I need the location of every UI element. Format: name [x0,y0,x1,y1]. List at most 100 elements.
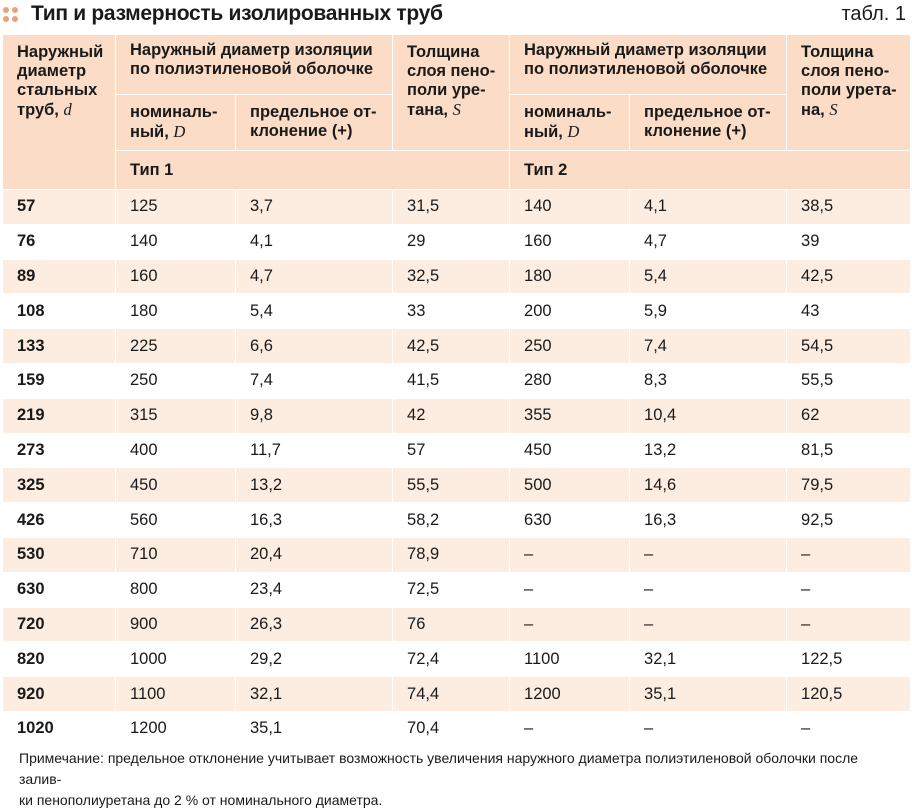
table-cell: 58,2 [392,502,511,538]
table-cell: 800 [115,571,236,608]
table-cell: 13,2 [234,467,394,504]
table-cell: 14,6 [629,467,788,504]
table-cell: – [786,606,912,643]
table-cell: – [509,571,631,608]
table-row: 426 560 16,3 58,2 630 16,3 92,5 [2,502,912,538]
table-cell: 57 [392,432,511,469]
table-cell: 42,5 [392,328,511,364]
table-cell: 900 [115,606,236,643]
table-cell: – [509,606,631,643]
table-cell: 29,2 [234,641,394,678]
pipes-table: Наружный диаметр стальных труб, d Наружн… [2,34,912,747]
table-cell: 23,4 [234,571,394,608]
table-row: 530 710 20,4 78,9– – – [2,536,912,573]
table-cell: 315 [115,397,236,434]
table-cell: 325 [2,467,116,504]
table-cell: 219 [2,397,116,434]
table-row: 720 900 26,3 76– – – [2,606,912,643]
table-cell: 62 [786,397,912,434]
table-cell: 273 [2,432,116,469]
table-cell: 1200 [115,710,236,747]
table-cell: 400 [115,432,236,469]
header-nominal-type1: номиналь- ный, D [115,94,236,151]
table-cell: – [629,536,788,573]
table-number: табл. 1 [841,3,906,25]
table-cell: 32,1 [234,676,394,712]
table-cell: 42 [392,397,511,434]
table-cell: – [629,710,788,747]
table-row: 273 400 11,7 57 450 13,2 81,5 [2,432,912,469]
table-cell: 31,5 [392,189,511,225]
header-insulation-diameter-type2: Наружный диаметр изоляции по полиэтилено… [509,34,788,95]
title-bar: Тип и размерность изолированных труб таб… [0,0,912,30]
table-row: 219 315 9,8 42 355 10,4 62 [2,397,912,434]
header-deviation-type1: предельное от- клонение (+) [234,94,394,151]
table-cell: 450 [115,467,236,504]
header-insulation-diameter-type1: Наружный диаметр изоляции по полиэтилено… [114,34,394,95]
table-cell: 76 [2,223,116,260]
table-cell: 1100 [115,676,236,712]
table-cell: 180 [115,293,236,330]
table-cell: 355 [509,397,631,434]
table-cell: 140 [509,189,631,225]
table-cell: – [509,536,631,573]
table-cell: 426 [2,502,116,538]
table-cell: 76 [392,606,511,643]
table-row: 159 250 7,4 41,5 280 8,3 55,5 [2,362,912,399]
table-cell: 16,3 [629,502,788,538]
table-row: 89 160 4,7 32,5 180 5,4 42,5 [2,258,912,295]
table-cell: 81,5 [786,432,912,469]
table-cell: 11,7 [234,432,394,469]
table-cell: 108 [2,293,116,330]
table-cell: 560 [115,502,236,538]
bullet-dots-icon [3,7,19,23]
header-type2: Тип 2 [509,150,912,190]
table-cell: 250 [115,362,236,399]
table-cell: 225 [115,328,236,364]
table-cell: 54,5 [786,328,912,364]
table-title: Тип и размерность изолированных труб [31,2,443,25]
table-cell: 4,1 [629,189,788,225]
table-cell: 4,7 [629,223,788,260]
table-row: 108 180 5,4 33 200 5,9 43 [2,293,912,330]
table-cell: 72,5 [392,571,511,608]
table-cell: 159 [2,362,116,399]
table-cell: 1100 [509,641,631,678]
table-row: 325 450 13,2 55,5 500 14,6 79,5 [2,467,912,504]
table-cell: 530 [2,536,116,573]
table-cell: 41,5 [392,362,511,399]
table-cell: 32,5 [392,258,511,295]
table-cell: 710 [115,536,236,573]
table-cell: 140 [115,223,236,260]
header-deviation-type2: предельное от- клонение (+) [629,94,788,151]
table-cell: 3,7 [234,189,394,225]
table-cell: 5,9 [629,293,788,330]
table-cell: 4,7 [234,258,394,295]
table-cell: 20,4 [234,536,394,573]
table-cell: 16,3 [234,502,394,538]
table-cell: 55,5 [786,362,912,399]
table-cell: 78,9 [392,536,511,573]
header-ppu-thickness-type1: Толщина слоя пено- поли уре- тана, S [392,34,511,151]
table-cell: 55,5 [392,467,511,504]
table-cell: 39 [786,223,912,260]
table-cell: 200 [509,293,631,330]
table-cell: 720 [2,606,116,643]
table-cell: 38,5 [786,189,912,225]
header-ppu-thickness-type2: Толщина слоя пено- поли урета- на, S [786,34,912,151]
table-row: 1020 1200 35,1 70,4– – – [2,710,912,747]
table-cell: 450 [509,432,631,469]
table-cell: 280 [509,362,631,399]
table-row: 76 140 4,1 29 160 4,7 39 [2,223,912,260]
table-cell: 5,4 [629,258,788,295]
table-cell: 1020 [2,710,116,747]
table-cell: 26,3 [234,606,394,643]
table-cell: 5,4 [234,293,394,330]
table-cell: 92,5 [786,502,912,538]
table-cell: – [509,710,631,747]
table-cell: 4,1 [234,223,394,260]
table-cell: 70,4 [392,710,511,747]
table-cell: 1200 [509,676,631,712]
table-cell: 120,5 [786,676,912,712]
table-cell: 250 [509,328,631,364]
